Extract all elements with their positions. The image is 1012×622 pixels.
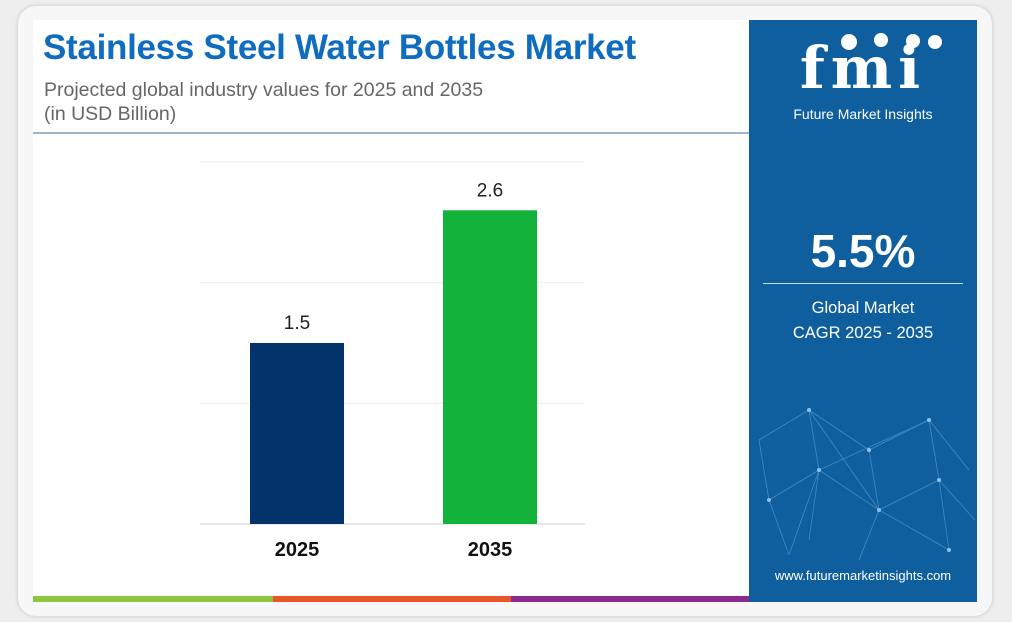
subtitle-line-2: (in USD Billion) — [44, 103, 177, 125]
cagr-value: 5.5% — [810, 225, 916, 277]
sidebar-divider — [763, 283, 963, 284]
infographic-card: Stainless Steel Water Bottles Market Pro… — [33, 20, 977, 602]
cagr-label-line-1: Global Market — [811, 299, 915, 317]
chart-title: Stainless Steel Water Bottles Market — [43, 28, 636, 67]
logo-tagline: Future Market Insights — [793, 106, 933, 122]
logo-figures-icon — [841, 33, 942, 50]
color-strip — [33, 596, 749, 602]
cagr-label: Global Market CAGR 2025 - 2035 — [749, 296, 977, 346]
chart-subtitle: Projected global industry values for 202… — [44, 78, 483, 126]
fmi-logo: fmi — [799, 34, 927, 102]
bar-2035 — [443, 210, 537, 524]
x-tick-label: 2025 — [275, 539, 320, 561]
subtitle-line-1: Projected global industry values for 202… — [44, 79, 484, 101]
strip-green — [33, 596, 273, 602]
x-tick-label: 2035 — [468, 539, 513, 561]
brand-sidebar: fmi Future Market Insights 5.5% Global M… — [749, 20, 977, 602]
network-pattern — [758, 408, 976, 561]
bar-2025 — [250, 343, 344, 524]
strip-orange — [273, 596, 511, 602]
website-url[interactable]: www.futuremarketinsights.com — [774, 568, 952, 583]
title-divider — [33, 132, 749, 134]
bar-chart: 1.5 2025 2.6 2035 — [200, 161, 585, 561]
strip-purple — [511, 596, 749, 602]
data-label: 1.5 — [284, 313, 310, 334]
data-label: 2.6 — [477, 180, 503, 201]
cagr-label-line-2: CAGR 2025 - 2035 — [792, 324, 934, 342]
